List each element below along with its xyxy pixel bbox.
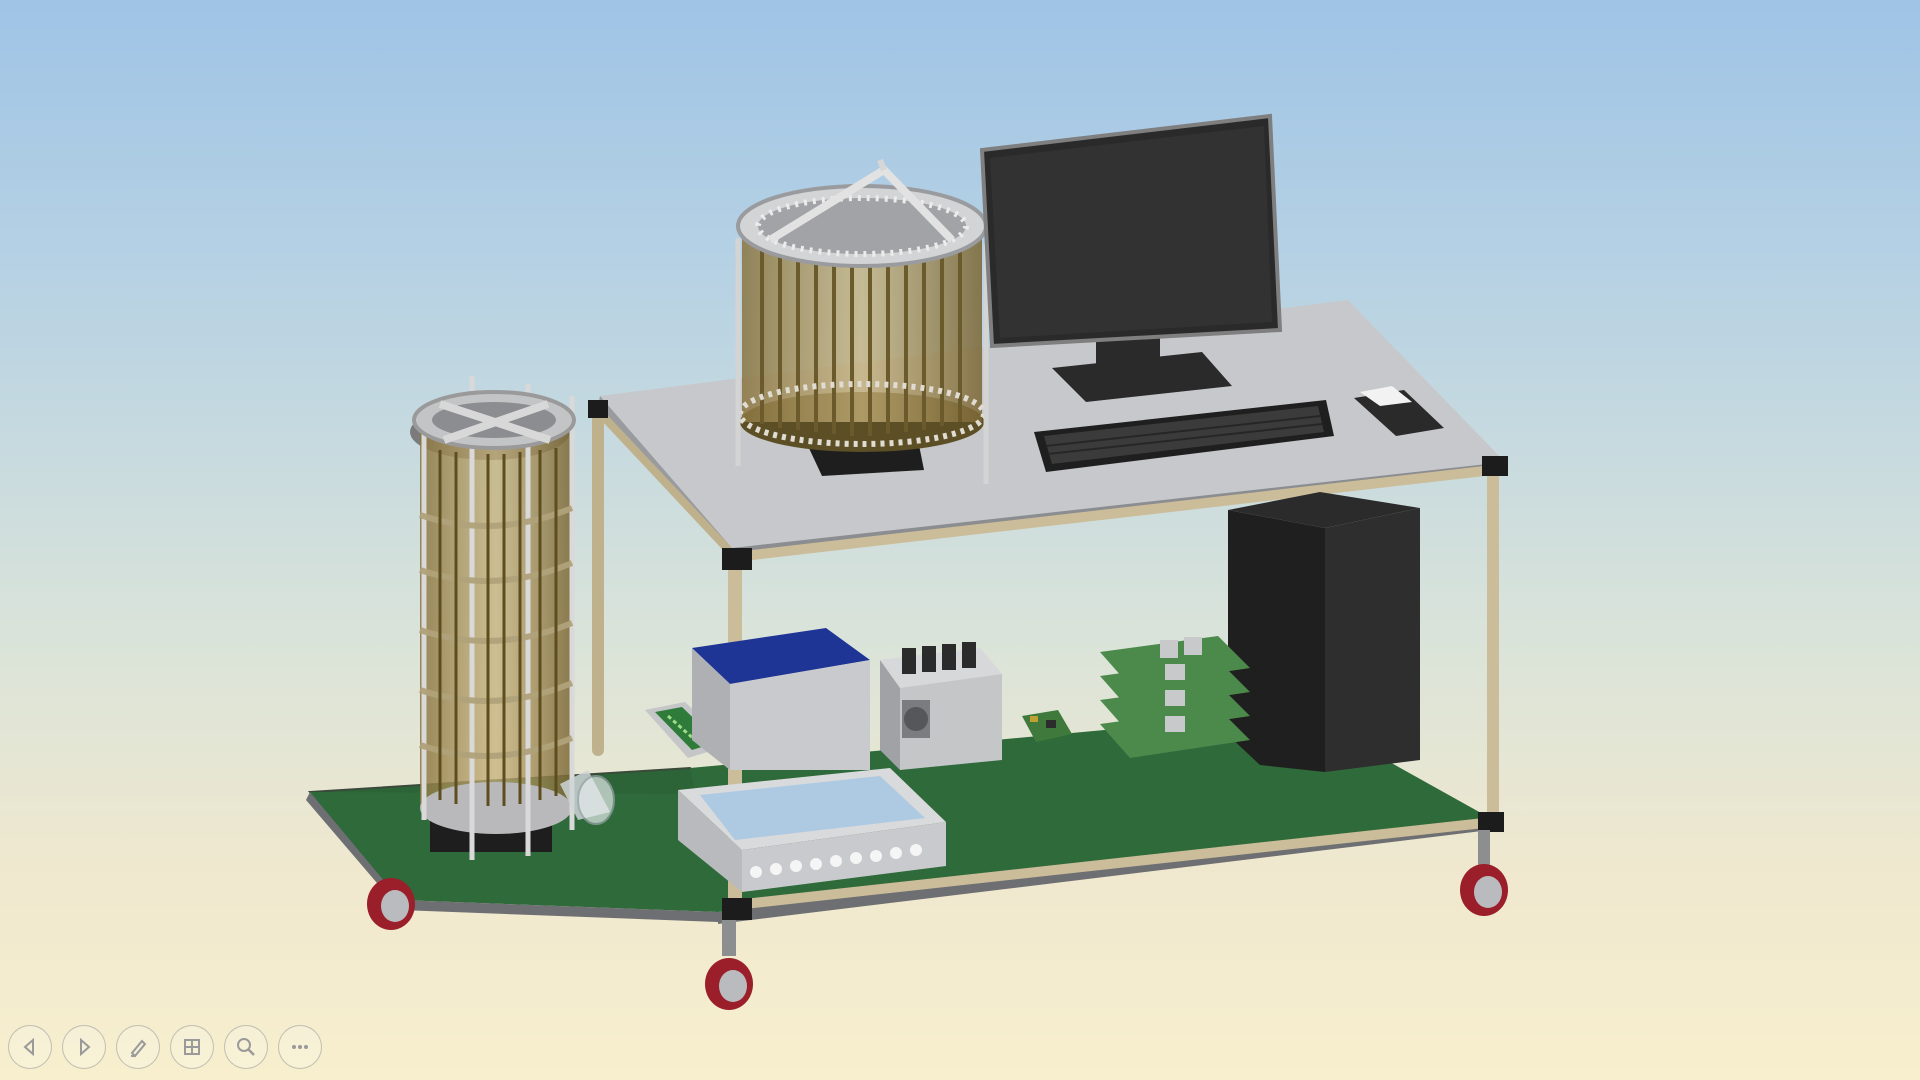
arrow-right-icon — [80, 1037, 91, 1057]
blue-power-supply — [692, 628, 870, 770]
tall-gas-detector — [410, 376, 576, 860]
keyboard — [1034, 400, 1334, 472]
previous-button[interactable] — [8, 1025, 52, 1069]
stacked-circuit-boards — [1100, 636, 1250, 758]
presentation-toolbar — [8, 1022, 322, 1072]
zoom-button[interactable] — [224, 1025, 268, 1069]
arrow-left-icon — [23, 1037, 34, 1057]
magnifier-icon — [237, 1038, 255, 1056]
mouse — [1354, 386, 1444, 436]
slides-button[interactable] — [170, 1025, 214, 1069]
more-dots-icon — [292, 1045, 308, 1049]
wheel-right — [1460, 830, 1508, 916]
wheel-front-left — [705, 920, 753, 1010]
pen-button[interactable] — [116, 1025, 160, 1069]
front-panel-module — [678, 768, 946, 892]
hv-module — [880, 642, 1002, 770]
pc-tower — [1228, 492, 1420, 772]
monitor — [979, 113, 1283, 402]
more-button[interactable] — [278, 1025, 322, 1069]
small-circuit-board — [1022, 710, 1072, 742]
pen-icon — [130, 1039, 147, 1058]
next-button[interactable] — [62, 1025, 106, 1069]
wide-gas-detector — [735, 158, 989, 484]
wheel-left — [367, 878, 415, 930]
caster-wheels — [367, 830, 1508, 1010]
slides-grid-icon — [184, 1039, 200, 1055]
glass-flask — [560, 770, 615, 825]
